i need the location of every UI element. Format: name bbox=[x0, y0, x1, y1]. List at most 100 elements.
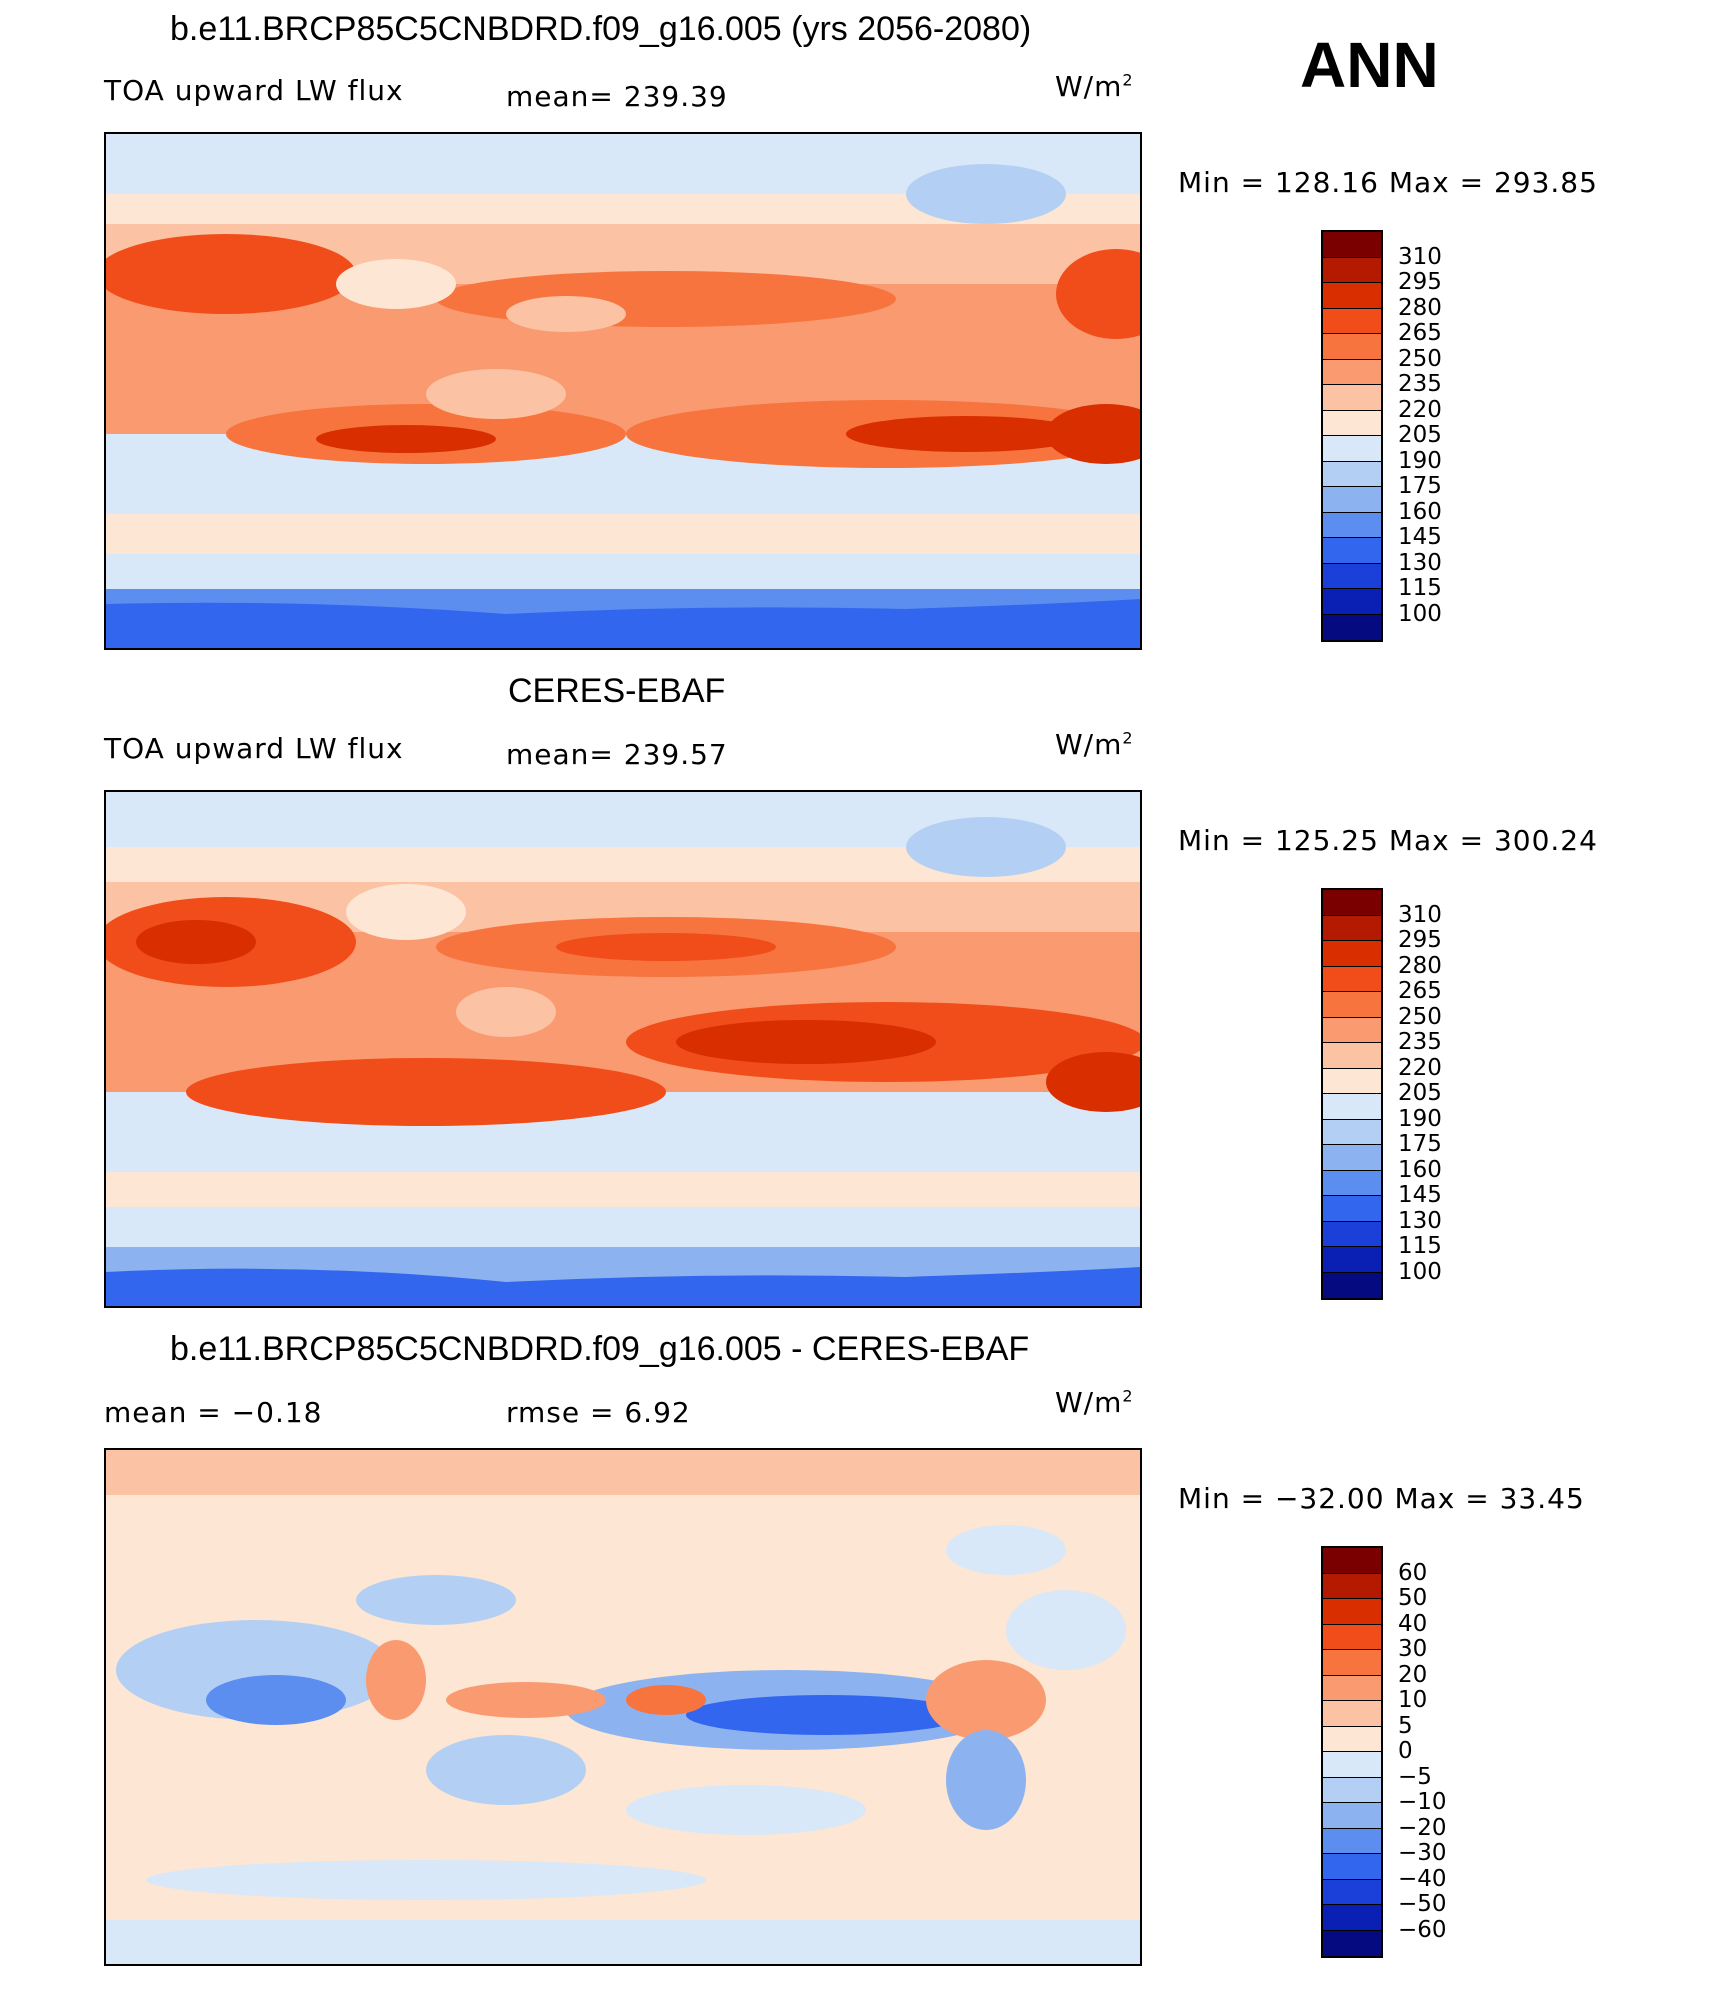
colorbar-swatch bbox=[1323, 1905, 1381, 1931]
colorbar-tick-label: 280 bbox=[1398, 952, 1442, 979]
colorbar-swatch bbox=[1323, 1701, 1381, 1727]
panel2-variable: TOA upward LW flux bbox=[104, 732, 404, 765]
colorbar-swatch bbox=[1323, 257, 1381, 283]
colorbar-tick-label: −60 bbox=[1398, 1916, 1447, 1943]
colorbar-swatch bbox=[1323, 992, 1381, 1018]
panel2-minmax: Min = 125.25 Max = 300.24 bbox=[1178, 824, 1598, 857]
colorbar-swatch bbox=[1323, 915, 1381, 941]
panel1-mean: mean= 239.39 bbox=[506, 80, 728, 113]
colorbar-swatch bbox=[1323, 1854, 1381, 1880]
panel3-map bbox=[104, 1448, 1142, 1966]
colorbar-tick-label: −20 bbox=[1398, 1814, 1447, 1841]
colorbar-tick-label: 100 bbox=[1398, 600, 1442, 627]
colorbar-tick-label: 5 bbox=[1398, 1712, 1413, 1739]
colorbar-tick-label: 130 bbox=[1398, 549, 1442, 576]
colorbar-swatch bbox=[1323, 941, 1381, 967]
panel2-map bbox=[104, 790, 1142, 1308]
colorbar-tick-label: −40 bbox=[1398, 1865, 1447, 1892]
colorbar-tick-label: 250 bbox=[1398, 345, 1442, 372]
colorbar-swatch bbox=[1323, 487, 1381, 513]
colorbar-swatch bbox=[1323, 1017, 1381, 1043]
colorbar-tick-label: −30 bbox=[1398, 1840, 1447, 1866]
colorbar-tick-label: 310 bbox=[1398, 901, 1442, 928]
colorbar-tick-label: 145 bbox=[1398, 1182, 1442, 1208]
colorbar-tick-label: −10 bbox=[1398, 1789, 1447, 1815]
colorbar-tick-label: 50 bbox=[1398, 1585, 1428, 1611]
colorbar-tick-label: 295 bbox=[1398, 269, 1442, 295]
colorbar-swatch bbox=[1323, 1624, 1381, 1650]
colorbar-swatch bbox=[1323, 1272, 1381, 1298]
panel1-minmax: Min = 128.16 Max = 293.85 bbox=[1178, 166, 1598, 199]
colorbar-tick-label: 220 bbox=[1398, 1054, 1442, 1081]
colorbar-tick-label: −5 bbox=[1398, 1763, 1432, 1790]
colorbar-swatch bbox=[1323, 1043, 1381, 1069]
colorbar-tick-label: −50 bbox=[1398, 1891, 1447, 1917]
colorbar-swatch bbox=[1323, 1221, 1381, 1247]
colorbar-swatch bbox=[1323, 359, 1381, 385]
colorbar-tick-label: 60 bbox=[1398, 1559, 1428, 1586]
colorbar-swatch bbox=[1323, 1094, 1381, 1120]
panel2-title: CERES-EBAF bbox=[508, 672, 726, 710]
panel3-units: W/m2 bbox=[1055, 1386, 1134, 1419]
colorbar-swatch bbox=[1323, 512, 1381, 538]
colorbar-swatch bbox=[1323, 1650, 1381, 1676]
colorbar-tick-label: 115 bbox=[1398, 575, 1442, 601]
colorbar-swatch bbox=[1323, 461, 1381, 487]
panel1-variable: TOA upward LW flux bbox=[104, 74, 404, 107]
panel1-colorbar bbox=[1321, 230, 1383, 642]
colorbar-tick-label: 30 bbox=[1398, 1636, 1428, 1662]
colorbar-swatch bbox=[1323, 890, 1381, 916]
colorbar-tick-label: 160 bbox=[1398, 498, 1442, 525]
colorbar-swatch bbox=[1323, 1726, 1381, 1752]
colorbar-tick-label: 310 bbox=[1398, 243, 1442, 270]
colorbar-swatch bbox=[1323, 436, 1381, 462]
colorbar-tick-label: 190 bbox=[1398, 1105, 1442, 1132]
colorbar-swatch bbox=[1323, 385, 1381, 411]
colorbar-tick-label: 145 bbox=[1398, 524, 1442, 550]
colorbar-tick-label: 205 bbox=[1398, 1080, 1442, 1106]
panel2-mean: mean= 239.57 bbox=[506, 738, 728, 771]
colorbar-tick-label: 115 bbox=[1398, 1233, 1442, 1259]
colorbar-tick-label: 265 bbox=[1398, 320, 1442, 346]
colorbar-tick-label: 250 bbox=[1398, 1003, 1442, 1030]
colorbar-tick-label: 235 bbox=[1398, 1029, 1442, 1055]
panel3-rmse: rmse = 6.92 bbox=[506, 1396, 691, 1429]
colorbar-swatch bbox=[1323, 334, 1381, 360]
colorbar-tick-label: 0 bbox=[1398, 1738, 1413, 1764]
colorbar-swatch bbox=[1323, 1803, 1381, 1829]
colorbar-tick-label: 205 bbox=[1398, 422, 1442, 448]
colorbar-swatch bbox=[1323, 1119, 1381, 1145]
colorbar-swatch bbox=[1323, 1247, 1381, 1273]
colorbar-tick-label: 190 bbox=[1398, 447, 1442, 474]
colorbar-tick-label: 160 bbox=[1398, 1156, 1442, 1183]
colorbar-swatch bbox=[1323, 1145, 1381, 1171]
panel1-units: W/m2 bbox=[1055, 70, 1134, 103]
panel2-units: W/m2 bbox=[1055, 728, 1134, 761]
colorbar-swatch bbox=[1323, 966, 1381, 992]
colorbar-swatch bbox=[1323, 308, 1381, 334]
colorbar-swatch bbox=[1323, 563, 1381, 589]
panel1-map bbox=[104, 132, 1142, 650]
colorbar-tick-label: 40 bbox=[1398, 1610, 1428, 1637]
colorbar-swatch bbox=[1323, 1828, 1381, 1854]
colorbar-tick-label: 10 bbox=[1398, 1687, 1428, 1713]
colorbar-tick-label: 130 bbox=[1398, 1207, 1442, 1234]
panel3-mean: mean = −0.18 bbox=[104, 1396, 323, 1429]
colorbar-swatch bbox=[1323, 1170, 1381, 1196]
colorbar-swatch bbox=[1323, 1675, 1381, 1701]
colorbar-swatch bbox=[1323, 1879, 1381, 1905]
colorbar-swatch bbox=[1323, 232, 1381, 258]
colorbar-swatch bbox=[1323, 1548, 1381, 1574]
colorbar-swatch bbox=[1323, 589, 1381, 615]
colorbar-swatch bbox=[1323, 1068, 1381, 1094]
colorbar-swatch bbox=[1323, 410, 1381, 436]
colorbar-swatch bbox=[1323, 1573, 1381, 1599]
colorbar-tick-label: 20 bbox=[1398, 1661, 1428, 1688]
panel3-title: b.e11.BRCP85C5CNBDRD.f09_g16.005 - CERES… bbox=[170, 1330, 1030, 1368]
colorbar-tick-label: 175 bbox=[1398, 473, 1442, 499]
colorbar-tick-label: 235 bbox=[1398, 371, 1442, 397]
colorbar-tick-label: 265 bbox=[1398, 978, 1442, 1004]
colorbar-swatch bbox=[1323, 1196, 1381, 1222]
panel3-minmax: Min = −32.00 Max = 33.45 bbox=[1178, 1482, 1585, 1515]
colorbar-swatch bbox=[1323, 538, 1381, 564]
